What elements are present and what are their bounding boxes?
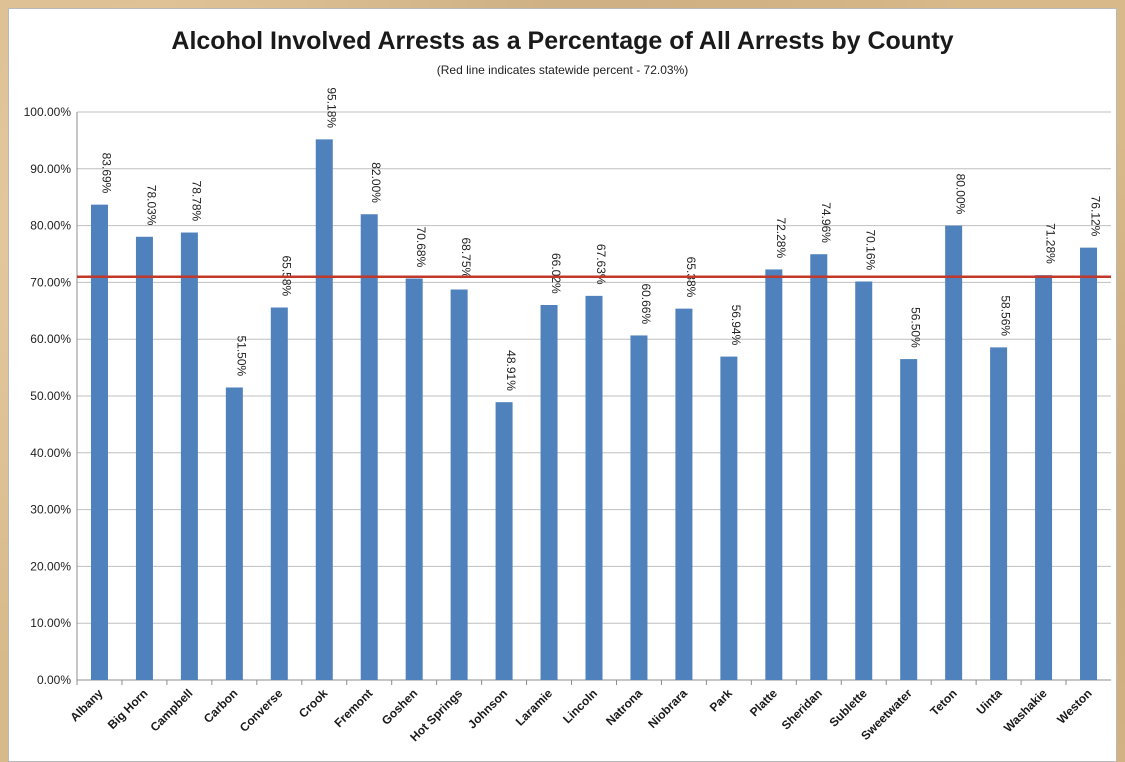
bar <box>540 305 558 680</box>
bar <box>225 387 243 680</box>
data-label: 67.63% <box>594 244 608 285</box>
bar <box>810 254 828 680</box>
data-label: 70.68% <box>414 227 428 268</box>
bar <box>90 204 108 680</box>
category-label: Laramie <box>513 686 556 729</box>
category-label: Lincoln <box>560 686 600 726</box>
bar <box>495 402 513 680</box>
bar <box>270 307 288 680</box>
data-label: 60.66% <box>639 283 653 324</box>
y-tick-label: 60.00% <box>30 332 71 346</box>
data-label: 51.50% <box>234 335 248 376</box>
data-label: 80.00% <box>954 174 968 215</box>
category-label: Fremont <box>331 686 375 730</box>
bar <box>405 278 423 680</box>
category-label: Carbon <box>201 686 241 726</box>
bar <box>450 289 468 680</box>
bar <box>1080 247 1098 680</box>
bar <box>135 236 153 680</box>
y-tick-label: 0.00% <box>37 673 71 687</box>
data-label: 56.94% <box>729 305 743 346</box>
data-label: 83.69% <box>99 153 113 194</box>
y-tick-label: 40.00% <box>30 446 71 460</box>
category-label: Washakie <box>1001 686 1050 735</box>
bar <box>585 295 603 680</box>
data-label: 48.91% <box>504 350 518 391</box>
chart-title: Alcohol Involved Arrests as a Percentage… <box>171 27 954 55</box>
bar <box>990 347 1008 680</box>
category-label: Campbell <box>147 686 195 734</box>
bar <box>900 359 918 680</box>
category-label: Uinta <box>974 686 1005 717</box>
data-label: 82.00% <box>369 162 383 203</box>
category-label: Natrona <box>603 686 645 728</box>
data-label: 76.12% <box>1089 196 1103 237</box>
data-label: 56.50% <box>909 307 923 348</box>
category-label: Goshen <box>379 686 420 727</box>
data-label: 72.28% <box>774 217 788 258</box>
y-tick-label: 30.00% <box>30 503 71 517</box>
y-tick-label: 100.00% <box>24 105 72 119</box>
y-tick-label: 10.00% <box>30 616 71 630</box>
bar <box>675 308 693 680</box>
data-label: 68.75% <box>459 238 473 279</box>
bar <box>315 139 333 681</box>
category-label: Sheridan <box>779 686 825 732</box>
y-tick-label: 20.00% <box>30 559 71 573</box>
bar <box>855 281 873 680</box>
bar <box>180 232 198 680</box>
y-tick-label: 80.00% <box>30 219 71 233</box>
bar <box>945 225 963 680</box>
bar <box>630 335 648 680</box>
y-tick-label: 50.00% <box>30 389 71 403</box>
data-label: 78.78% <box>189 181 203 222</box>
y-tick-label: 70.00% <box>30 275 71 289</box>
bar <box>1035 275 1053 680</box>
category-label: Albany <box>67 686 105 724</box>
y-tick-label: 90.00% <box>30 162 71 176</box>
data-label: 71.28% <box>1044 223 1058 264</box>
bar <box>720 356 738 680</box>
category-label: Park <box>707 686 736 715</box>
category-label: Crook <box>296 686 331 721</box>
chart-subtitle: (Red line indicates statewide percent - … <box>436 63 689 77</box>
data-label: 70.16% <box>864 229 878 270</box>
category-label: Converse <box>237 686 286 735</box>
data-label: 95.18% <box>324 87 338 128</box>
category-label: Big Horn <box>105 686 151 732</box>
category-label: Weston <box>1054 686 1094 726</box>
category-label: Niobrara <box>645 686 690 731</box>
data-label: 66.02% <box>549 253 563 294</box>
category-label: Sublette <box>826 686 870 730</box>
data-label: 78.03% <box>144 185 158 226</box>
category-label: Platte <box>747 686 780 719</box>
bar <box>765 269 783 680</box>
category-label: Johnson <box>465 686 510 731</box>
data-label: 58.56% <box>999 295 1013 336</box>
data-label: 74.96% <box>819 202 833 243</box>
bar <box>360 214 378 681</box>
category-label: Teton <box>927 686 959 718</box>
